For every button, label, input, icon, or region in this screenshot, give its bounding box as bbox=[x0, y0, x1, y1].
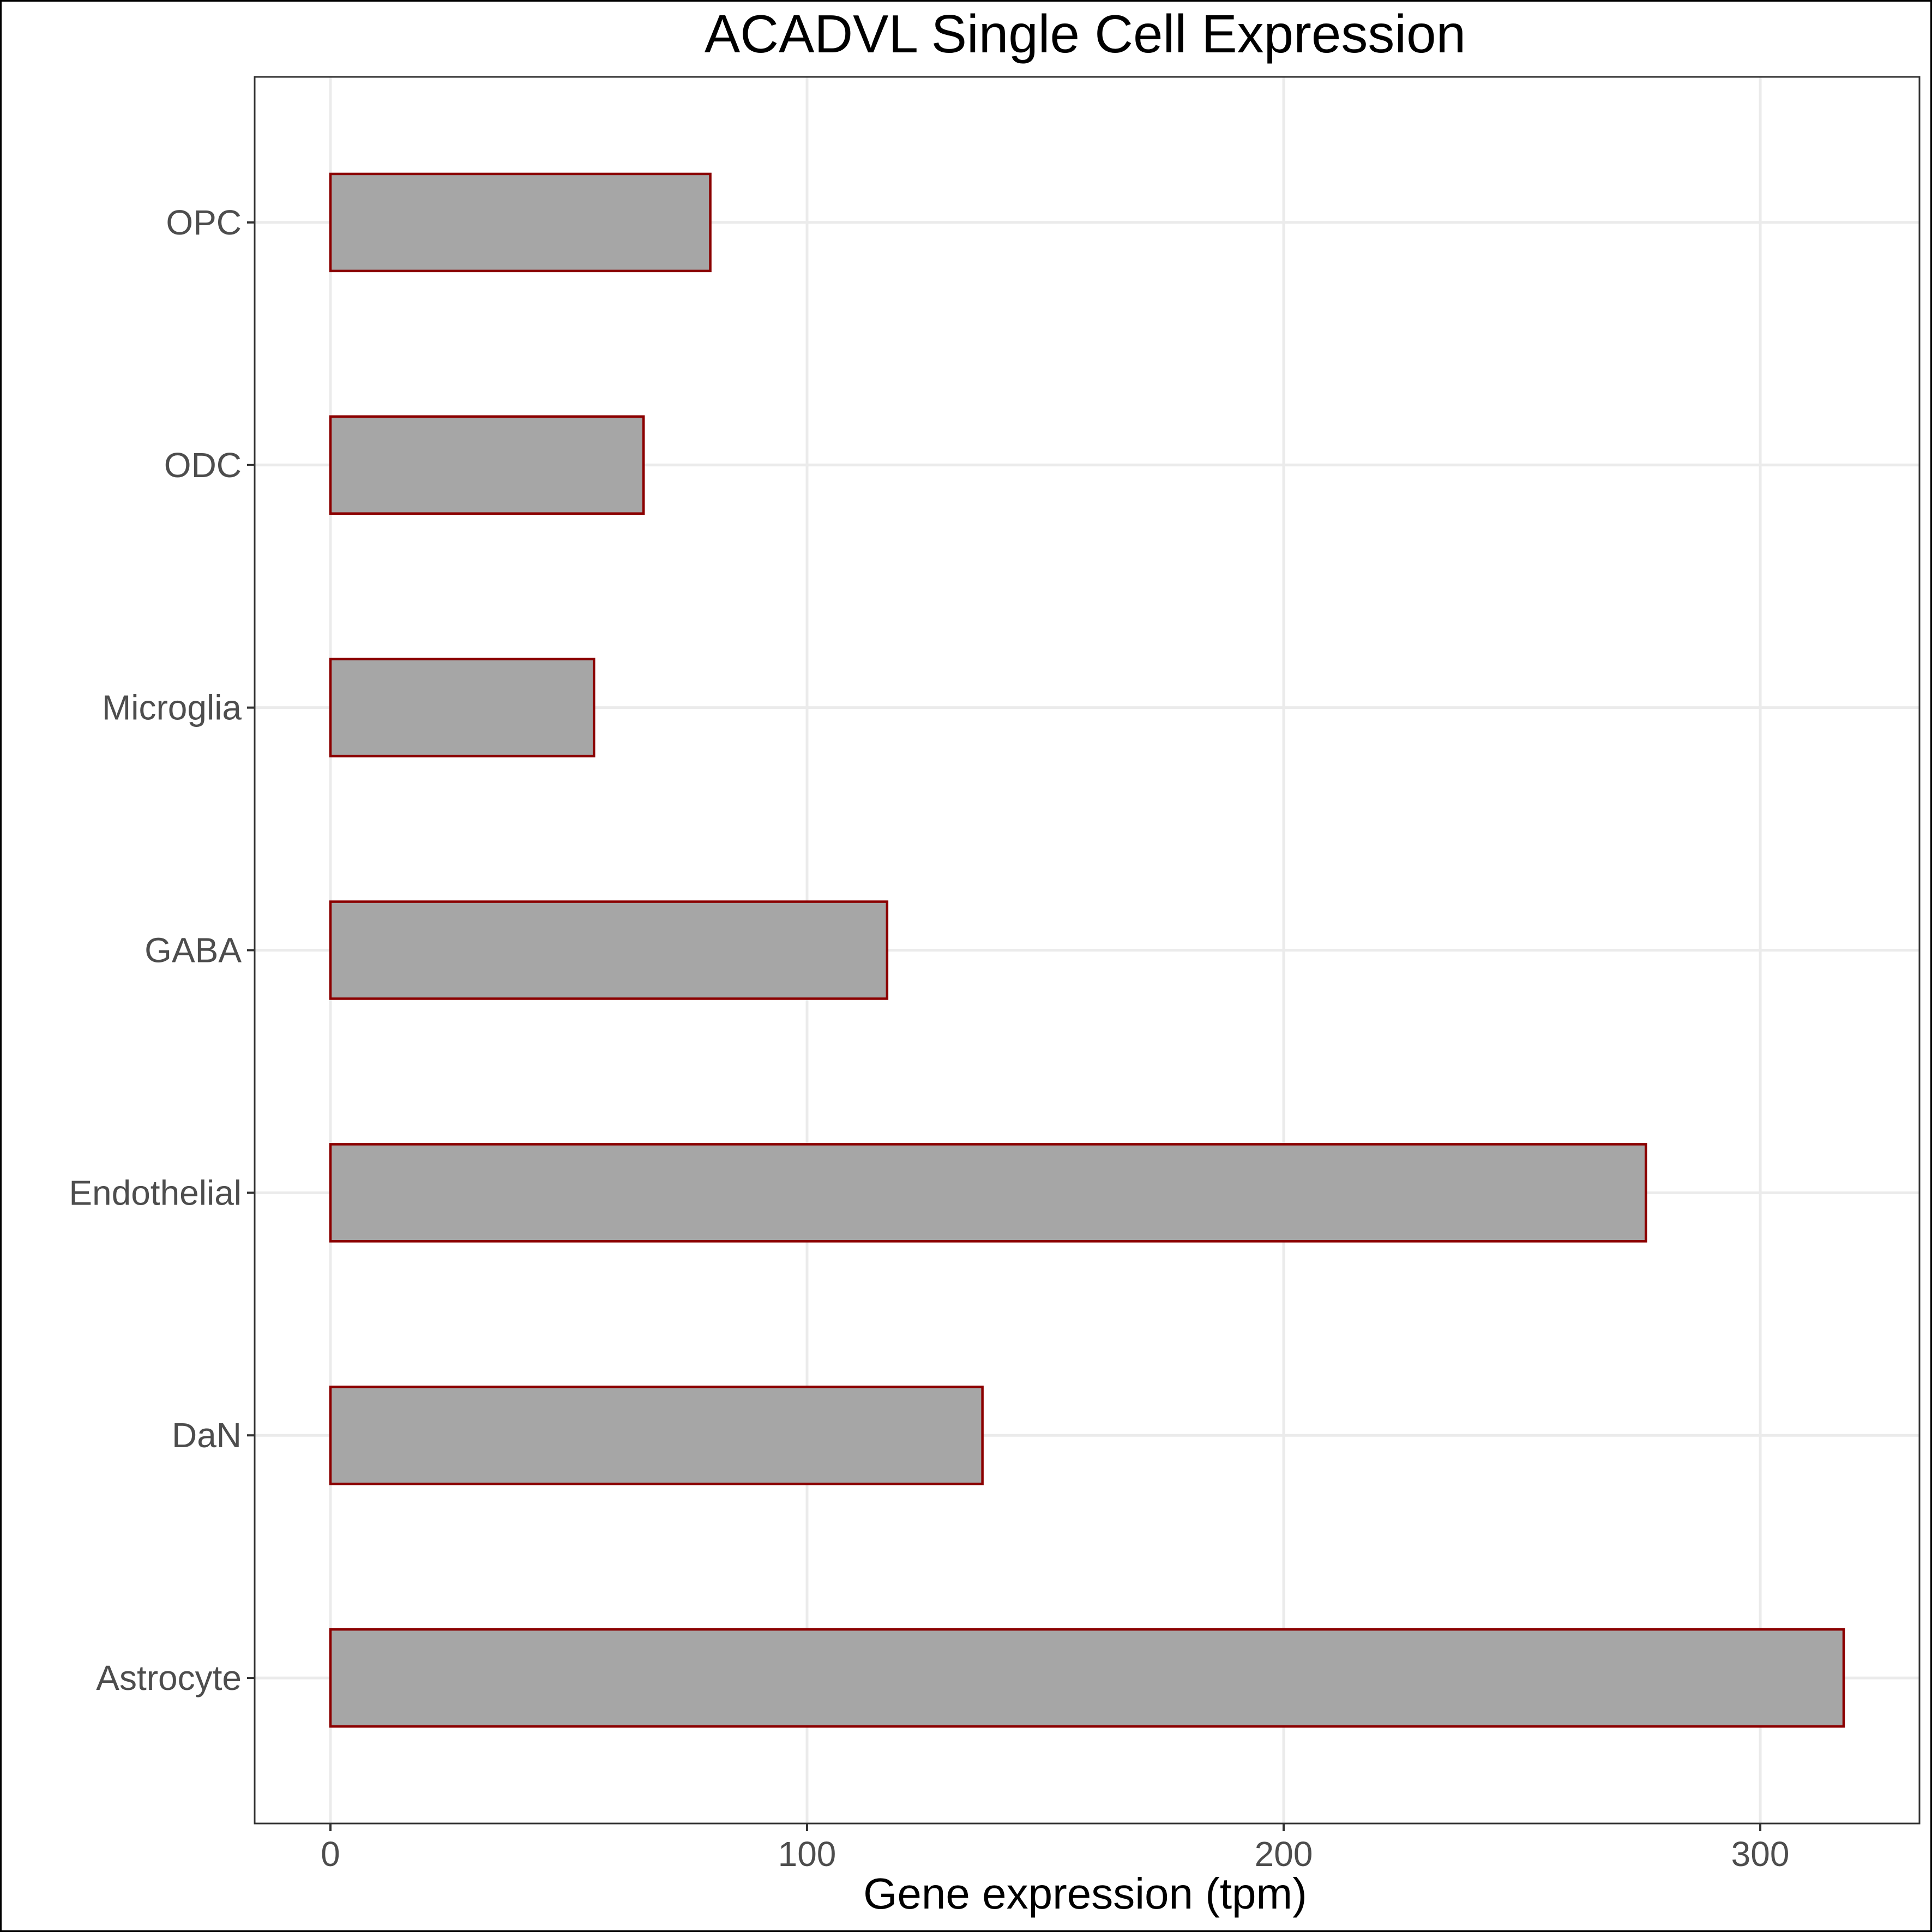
chart-title: ACADVL Single Cell Expression bbox=[705, 4, 1466, 64]
x-axis-tick-labels: 0 100 200 300 bbox=[321, 1834, 1789, 1874]
x-axis-title: Gene expression (tpm) bbox=[863, 1869, 1307, 1918]
y-tick-label-dan: DaN bbox=[172, 1416, 242, 1455]
x-tick-label-100: 100 bbox=[778, 1834, 836, 1874]
bars bbox=[329, 172, 1845, 1728]
y-tick-label-endothelial: Endothelial bbox=[69, 1173, 242, 1212]
bar-gaba bbox=[329, 900, 889, 1000]
bar-odc bbox=[329, 415, 645, 515]
x-tick-label-300: 300 bbox=[1731, 1834, 1790, 1874]
bar-microglia bbox=[329, 658, 595, 757]
bar-endothelial bbox=[329, 1143, 1647, 1243]
x-tick-label-200: 200 bbox=[1255, 1834, 1313, 1874]
bar-dan bbox=[329, 1386, 984, 1485]
y-tick-label-opc: OPC bbox=[166, 203, 242, 242]
bar-astrocyte bbox=[329, 1628, 1845, 1728]
bar-opc bbox=[329, 172, 712, 273]
y-axis-tick-labels: Astrocyte DaN Endothelial GABA Microglia ODC O… bbox=[69, 203, 242, 1698]
axis-ticks bbox=[247, 221, 1762, 1831]
y-tick-label-astrocyte: Astrocyte bbox=[96, 1658, 242, 1698]
y-tick-label-gaba: GABA bbox=[145, 931, 242, 970]
x-tick-label-0: 0 bbox=[321, 1834, 340, 1874]
y-tick-label-odc: ODC bbox=[164, 446, 242, 485]
y-tick-label-microglia: Microglia bbox=[102, 688, 242, 727]
